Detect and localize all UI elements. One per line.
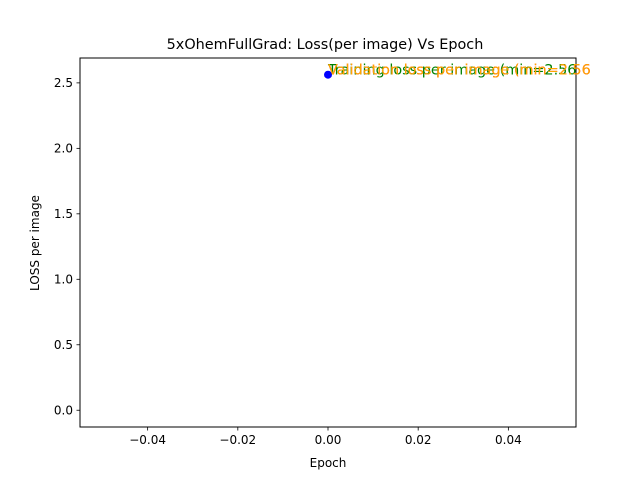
x-tick-label: 0.04 bbox=[495, 433, 522, 447]
chart-title: 5xOhemFullGrad: Loss(per image) Vs Epoch bbox=[167, 37, 484, 53]
point-annotation: Validation loss per image (min=2.56 bbox=[328, 63, 591, 79]
data-point bbox=[324, 70, 332, 79]
x-tick-label: 0.00 bbox=[315, 433, 342, 447]
point-annotation: Validation loss per image (min=2.56 bbox=[328, 63, 591, 79]
x-axis-label: Epoch bbox=[310, 456, 347, 470]
y-tick-label: 2.0 bbox=[54, 142, 73, 156]
x-tick-label: 0.02 bbox=[405, 433, 432, 447]
plot-area bbox=[324, 70, 332, 79]
y-tick-label: 2.5 bbox=[54, 76, 73, 90]
x-tick-label: −0.04 bbox=[129, 433, 166, 447]
y-axis-label: LOSS per image bbox=[28, 195, 42, 291]
y-tick-label: 0.0 bbox=[54, 404, 73, 418]
y-tick-label: 0.5 bbox=[54, 338, 73, 352]
y-tick-label: 1.0 bbox=[54, 273, 73, 287]
y-tick-label: 1.5 bbox=[54, 207, 73, 221]
plot-frame bbox=[79, 57, 577, 428]
point-annotation: Training loss per image (min=2.56 bbox=[327, 63, 576, 79]
x-tick-label: −0.02 bbox=[219, 433, 256, 447]
